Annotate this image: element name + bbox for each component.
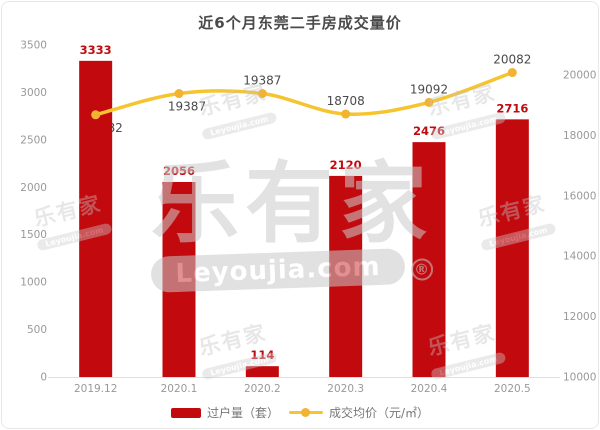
- bar: [495, 119, 529, 378]
- x-axis-label: 2020.3: [327, 383, 364, 395]
- right-axis-tick: 12000: [563, 311, 596, 323]
- price-point: [174, 89, 184, 99]
- x-axis-label: 2020.5: [494, 383, 531, 395]
- legend-bar-label: 过户量（套）: [206, 406, 279, 420]
- x-axis-label: 2019.12: [74, 383, 117, 395]
- price-point: [507, 68, 517, 78]
- right-axis-tick: 18000: [563, 130, 596, 142]
- price-line: [93, 70, 515, 117]
- bar: [162, 181, 196, 377]
- left-axis-tick: 3000: [20, 87, 47, 99]
- price-point: [424, 97, 434, 107]
- x-axis-label: 2020.4: [411, 383, 448, 395]
- bar-value-label: 2120: [330, 158, 362, 172]
- price-value-label: 19387: [168, 100, 206, 114]
- right-axis-tick: 16000: [563, 190, 596, 202]
- bar-value-label: 3333: [80, 43, 112, 57]
- bar-series-swatch-icon: [170, 407, 201, 418]
- price-value-label: 18708: [327, 94, 365, 108]
- price-point: [91, 110, 101, 120]
- price-value-label: 19387: [243, 74, 281, 88]
- bar-value-label: 2056: [163, 164, 195, 178]
- left-axis-tick: 2500: [20, 134, 47, 146]
- right-axis-tick: 10000: [563, 372, 596, 384]
- price-point: [257, 89, 267, 99]
- left-axis-tick: 1000: [20, 277, 47, 289]
- bar-value-label: 2716: [496, 101, 528, 115]
- price-point: [341, 109, 351, 119]
- bar: [329, 175, 363, 377]
- left-axis-tick: 0: [40, 372, 47, 384]
- bar: [412, 142, 446, 377]
- legend: 过户量（套） 成交均价（元/㎡）: [2, 404, 598, 421]
- bar-value-label: 114: [250, 348, 274, 362]
- x-axis-label: 2020.2: [244, 383, 281, 395]
- legend-item-volume: 过户量（套）: [170, 404, 279, 421]
- right-axis-tick: 14000: [563, 251, 596, 263]
- line-series-swatch-icon: [288, 408, 323, 418]
- bar-value-label: 2476: [413, 124, 445, 138]
- left-axis-tick: 2000: [20, 182, 47, 194]
- left-axis-tick: 500: [27, 324, 47, 336]
- bar: [79, 60, 113, 377]
- left-axis-tick: 1500: [20, 229, 47, 241]
- right-axis-tick: 20000: [563, 70, 596, 82]
- bar: [245, 366, 279, 377]
- left-axis-tick: 3500: [20, 40, 47, 52]
- chart-title: 近6个月东莞二手房成交量价: [198, 14, 402, 32]
- legend-item-price: 成交均价（元/㎡）: [288, 404, 430, 421]
- legend-line-label: 成交均价（元/㎡）: [328, 406, 430, 420]
- price-value-label: 19092: [410, 82, 448, 96]
- price-value-label: 20082: [493, 53, 531, 67]
- x-axis-label: 2020.1: [161, 383, 198, 395]
